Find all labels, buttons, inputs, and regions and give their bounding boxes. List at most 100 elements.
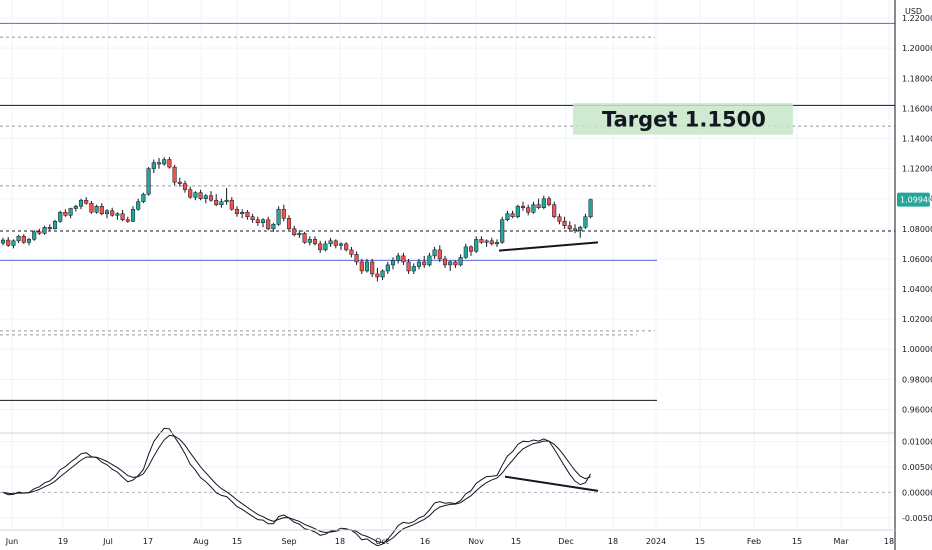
time-tick-label: 15: [792, 537, 802, 546]
candle-body: [442, 258, 448, 266]
candle-body: [359, 261, 364, 272]
time-tick-label: 15: [232, 537, 242, 546]
candle-body: [432, 249, 437, 257]
candle-body: [21, 236, 26, 243]
oscillator-tick-label: -0.00500: [902, 514, 932, 523]
candle-body: [318, 243, 323, 251]
time-tick-label: Mar: [833, 537, 849, 546]
price-tick-label: 1.20000: [902, 44, 932, 53]
candle-body: [162, 159, 167, 165]
last-price-badge: [897, 192, 930, 207]
time-tick-label: 18: [608, 537, 618, 546]
price-trendline[interactable]: [498, 241, 599, 252]
candle-body: [416, 261, 422, 267]
candle-body: [489, 240, 494, 245]
candle-body: [120, 213, 125, 221]
time-tick-label: 15: [695, 537, 705, 546]
candle-body: [536, 204, 541, 208]
candle-body: [32, 231, 37, 240]
candle-body: [224, 199, 229, 202]
candle-body: [47, 227, 52, 230]
candle-body: [515, 205, 520, 218]
candle-body: [151, 162, 156, 169]
candle-body: [333, 240, 338, 246]
candle-body: [266, 219, 271, 230]
candle-body: [463, 246, 468, 258]
candle-body: [297, 233, 302, 236]
candle-body: [552, 204, 557, 218]
candle-body: [94, 205, 99, 213]
candle-body: [531, 204, 536, 213]
candle-body: [78, 199, 84, 207]
time-tick-label: Jul: [102, 537, 113, 546]
candle-body: [16, 236, 21, 242]
target-zone[interactable]: [573, 103, 793, 135]
candle-body: [125, 219, 130, 222]
candle-body: [198, 192, 203, 199]
time-axis[interactable]: Jun 19 Jul 17 Aug 15 Sep 18 Oct 16 Nov 15 Dec 18 2024 1…: [5, 537, 894, 546]
candle-body: [505, 213, 510, 221]
last-price-label: 1.09940: [900, 196, 932, 205]
candle-body: [146, 168, 151, 195]
price-tick-label: 1.12000: [902, 165, 932, 174]
candle-body: [58, 211, 63, 222]
candle-body: [115, 213, 120, 216]
candle-body: [370, 261, 375, 275]
candle-body: [193, 192, 198, 198]
candle-body: [541, 198, 546, 208]
candle-body: [37, 231, 42, 234]
candle-body: [302, 233, 307, 243]
candle-body: [364, 261, 370, 272]
candle-body: [484, 240, 489, 243]
candle-body: [130, 208, 136, 222]
candle-body: [323, 243, 328, 251]
candle-body: [271, 224, 276, 230]
price-tick-label: 1.18000: [902, 74, 932, 83]
candle-body: [500, 219, 505, 243]
candle-body: [468, 246, 474, 252]
time-tick-label: 17: [143, 537, 153, 546]
time-tick-label: Sep: [281, 537, 296, 546]
candle-body: [136, 201, 141, 210]
candle-body: [474, 239, 479, 252]
candle-body: [375, 273, 380, 278]
candle-body: [458, 257, 463, 266]
candle-body: [583, 216, 588, 228]
candles[interactable]: [0, 157, 593, 282]
candle-body: [234, 208, 240, 214]
price-tick-label: 0.98000: [902, 375, 932, 384]
candle-body: [437, 249, 442, 260]
oscillator-line-fast: [2, 427, 592, 547]
oscillator-axis[interactable]: 0.01000 0.00500 0.00000 -0.00500: [902, 438, 932, 523]
candle-body: [520, 205, 526, 208]
candle-body: [182, 183, 188, 190]
candle-body: [177, 181, 182, 184]
candle-body: [286, 218, 292, 230]
candle-body: [156, 162, 162, 165]
price-tick-label: 1.16000: [902, 104, 932, 113]
candle-body: [229, 199, 234, 210]
candle-body: [292, 228, 297, 236]
time-tick-label: 18: [884, 537, 894, 546]
candle-body: [68, 208, 73, 216]
candle-body: [557, 216, 562, 222]
candle-body: [208, 195, 214, 201]
oscillator-tick-label: 0.01000: [902, 438, 932, 447]
candle-body: [6, 239, 11, 246]
candle-body: [494, 242, 500, 245]
candle-body: [354, 254, 359, 263]
candle-body: [110, 210, 115, 216]
time-tick-label: Feb: [747, 537, 761, 546]
currency-label[interactable]: USD: [905, 7, 922, 16]
candle-body: [188, 189, 193, 198]
price-tick-label: 1.06000: [902, 255, 932, 264]
target-label[interactable]: Target 1.1500: [602, 108, 766, 132]
price-tick-label: 1.00000: [902, 345, 932, 354]
candle-body: [427, 255, 432, 266]
oscillator-pane: [2, 427, 592, 547]
price-tick-label: 1.14000: [902, 134, 932, 143]
candle-body: [396, 255, 401, 261]
oscillator-trendline[interactable]: [504, 475, 599, 492]
